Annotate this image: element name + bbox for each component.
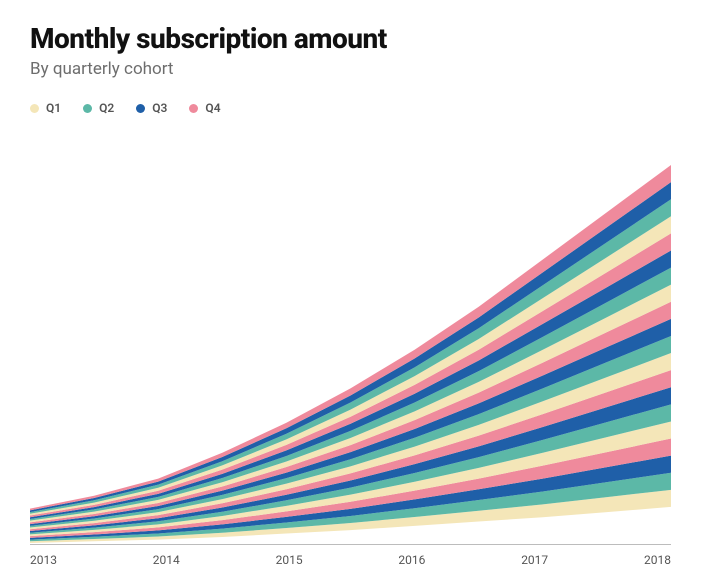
xtick-2017: 2017 (521, 553, 548, 567)
x-axis-ticks: 2013 2014 2015 2016 2017 2018 (30, 553, 671, 567)
xtick-2016: 2016 (398, 553, 425, 567)
legend-label-q1: Q1 (46, 101, 61, 115)
legend-item-q4: Q4 (189, 101, 220, 115)
legend-dot-q1 (30, 104, 39, 113)
legend-dot-q4 (189, 104, 198, 113)
xtick-2018: 2018 (644, 553, 671, 567)
xtick-2013: 2013 (30, 553, 57, 567)
chart-subtitle: By quarterly cohort (30, 59, 671, 79)
stacked-area-chart (30, 165, 671, 543)
legend: Q1 Q2 Q3 Q4 (30, 101, 671, 115)
legend-item-q2: Q2 (83, 101, 114, 115)
xtick-2015: 2015 (276, 553, 303, 567)
legend-item-q1: Q1 (30, 101, 61, 115)
x-axis-line (30, 544, 671, 545)
legend-label-q4: Q4 (205, 101, 220, 115)
legend-dot-q2 (83, 104, 92, 113)
legend-label-q2: Q2 (99, 101, 114, 115)
chart-title: Monthly subscription amount (30, 22, 671, 55)
legend-dot-q3 (136, 104, 145, 113)
xtick-2014: 2014 (153, 553, 180, 567)
legend-item-q3: Q3 (136, 101, 167, 115)
legend-label-q3: Q3 (152, 101, 167, 115)
